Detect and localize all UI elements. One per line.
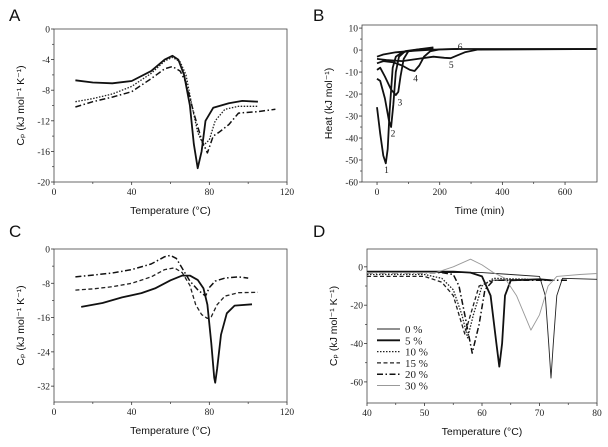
series-line-a-1 [75,56,258,146]
x-tick-label: 40 [362,409,372,419]
y-tick-label: -4 [42,56,50,66]
panel-label-d: D [313,222,326,241]
x-tick-label: 0 [52,188,57,198]
y-tick-label: -40 [350,340,363,350]
legend-label: 30 % [405,381,428,393]
plot-frame-b [361,24,598,183]
panel-label-b: B [313,6,325,25]
y-tick-label: -60 [350,378,363,388]
y-tick-label: -50 [345,157,358,167]
series-line-d-0 [367,272,598,379]
y-tick-label: 0 [358,263,363,273]
x-tick-label: 80 [205,188,215,198]
series-line-c-0 [75,254,249,297]
y-axis-label: Cₚ (kJ mol⁻¹ K⁻¹) [15,65,27,145]
series-line-b-5 [376,48,597,58]
y-tick-label: -16 [37,314,50,324]
legend-label: 5 % [405,335,422,347]
series-line-a-2 [75,65,276,154]
y-tick-label: -20 [37,179,50,189]
x-axis-label: Temperature (°C) [130,205,211,217]
legend-label: 10 % [405,347,428,359]
series-line-d-1 [367,270,552,368]
curve-label: 5 [449,61,454,71]
x-tick-label: 80 [205,408,215,418]
series-line-d-3 [367,275,529,335]
x-tick-label: 0 [52,408,57,418]
y-tick-label: -16 [37,148,50,158]
series-line-c-2 [81,274,253,384]
y-axis-label: Cₚ (kJ mol⁻¹ K⁻¹) [328,286,340,366]
plot-frame-c [53,248,288,403]
x-tick-label: 40 [127,408,137,418]
legend-label: 20 % [405,369,428,381]
y-tick-label: -60 [345,179,358,189]
series-line-b-4 [376,48,597,62]
y-tick-label: -10 [345,69,358,79]
x-tick-label: 80 [592,409,602,419]
curve-label: 3 [398,98,403,108]
y-axis-label: Heat (kJ mol⁻¹) [323,68,335,139]
curve-label: 1 [384,166,389,176]
x-tick-label: 40 [127,188,137,198]
y-axis-label: Cₚ (kJ mol⁻¹ K⁻¹) [15,285,27,365]
x-axis-label: Time (min) [455,205,505,217]
y-tick-label: 0 [45,246,50,256]
legend-label: 15 % [405,358,428,370]
y-tick-label: -12 [37,117,50,127]
x-tick-label: 60 [477,409,487,419]
x-tick-label: 120 [280,188,295,198]
series-line-d-2 [367,273,529,339]
y-tick-label: -20 [345,91,358,101]
y-tick-label: -30 [345,113,358,123]
x-tick-label: 0 [375,188,380,198]
x-tick-label: 50 [420,409,430,419]
y-tick-label: -8 [42,87,50,97]
panel-label-a: A [9,6,21,25]
y-tick-label: -24 [37,348,50,358]
x-tick-label: 120 [280,408,295,418]
plot-frame-a [53,28,288,183]
x-tick-label: 70 [535,409,545,419]
series-line-b-3 [376,48,459,72]
y-tick-label: 0 [353,47,358,57]
curve-label: 6 [458,43,463,53]
x-axis-label: Temperature (°C) [130,425,211,437]
series-line-d-5 [367,258,598,331]
series-line-d-4 [367,271,569,354]
x-tick-label: 400 [495,188,510,198]
y-tick-label: 0 [45,26,50,36]
y-tick-label: -32 [37,383,50,393]
series-line-c-1 [75,267,258,320]
x-tick-label: 600 [558,188,573,198]
y-tick-label: -20 [350,302,363,312]
y-tick-label: -8 [42,280,50,290]
curve-label: 4 [413,74,418,84]
series-line-a-0 [75,54,258,170]
y-tick-label: -40 [345,135,358,145]
curve-label: 2 [391,130,396,140]
x-tick-label: 200 [433,188,448,198]
panel-label-c: C [9,222,22,241]
y-tick-label: 10 [349,25,359,35]
legend-label: 0 % [405,324,422,336]
x-axis-label: Temperature (°C) [442,426,523,438]
